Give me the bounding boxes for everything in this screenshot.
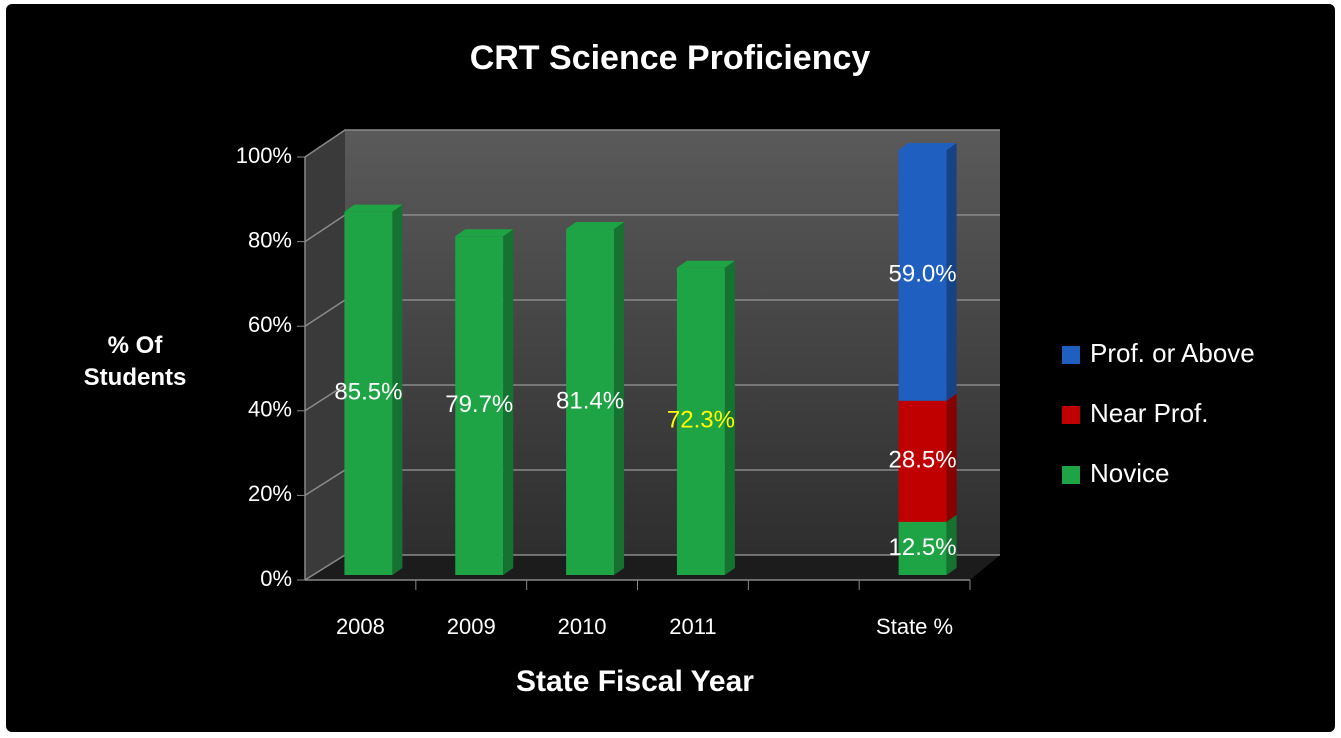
y-tick-label: 60% xyxy=(248,312,292,337)
x-tick-label: 2009 xyxy=(447,614,496,639)
bar-side xyxy=(503,229,514,575)
x-tick-label: State % xyxy=(876,614,953,639)
bar-side xyxy=(392,204,403,575)
grid-line xyxy=(304,129,1000,158)
y-tick-label: 40% xyxy=(248,397,292,422)
bar xyxy=(676,267,725,575)
x-tick-label: 2011 xyxy=(669,614,716,639)
bar xyxy=(344,211,393,575)
data-label: 59.0% xyxy=(889,261,957,288)
bar-side xyxy=(946,393,957,522)
data-label: 12.5% xyxy=(889,534,957,561)
x-tick-label: 2010 xyxy=(558,614,607,639)
bar-side xyxy=(614,222,625,576)
y-tick-label: 0% xyxy=(260,566,292,591)
bar-side xyxy=(946,514,957,575)
bar-side xyxy=(724,260,735,575)
bar-top xyxy=(344,204,403,212)
bar xyxy=(566,229,615,576)
bar xyxy=(898,150,947,401)
bar-top xyxy=(455,229,514,237)
chart-title: CRT Science Proficiency xyxy=(470,39,871,77)
data-label: 79.7% xyxy=(445,391,513,418)
y-axis-title: % Of Students xyxy=(83,332,187,391)
y-tick-label: 20% xyxy=(248,481,292,506)
legend-swatch xyxy=(1062,346,1080,364)
data-label: 72.3% xyxy=(667,407,735,434)
legend-swatch xyxy=(1062,466,1080,484)
bar xyxy=(455,236,504,575)
legend-label: Prof. or Above xyxy=(1090,338,1255,368)
side-wall xyxy=(305,130,345,580)
legend-swatch xyxy=(1062,406,1080,424)
bar-side xyxy=(946,143,957,401)
y-tick-label: 100% xyxy=(236,143,292,168)
bar-top xyxy=(676,260,735,268)
x-tick-label: 2008 xyxy=(336,614,385,639)
bar-top xyxy=(898,143,957,150)
data-label: 28.5% xyxy=(889,447,957,474)
bar-top xyxy=(566,222,625,230)
y-tick-label: 80% xyxy=(248,227,292,252)
data-label: 81.4% xyxy=(556,387,624,414)
legend-label: Novice xyxy=(1090,458,1169,488)
bar xyxy=(898,400,947,522)
data-label: 85.5% xyxy=(334,379,402,406)
bar xyxy=(898,521,947,575)
x-axis-title: State Fiscal Year xyxy=(516,665,754,698)
legend-label: Near Prof. xyxy=(1090,398,1209,428)
